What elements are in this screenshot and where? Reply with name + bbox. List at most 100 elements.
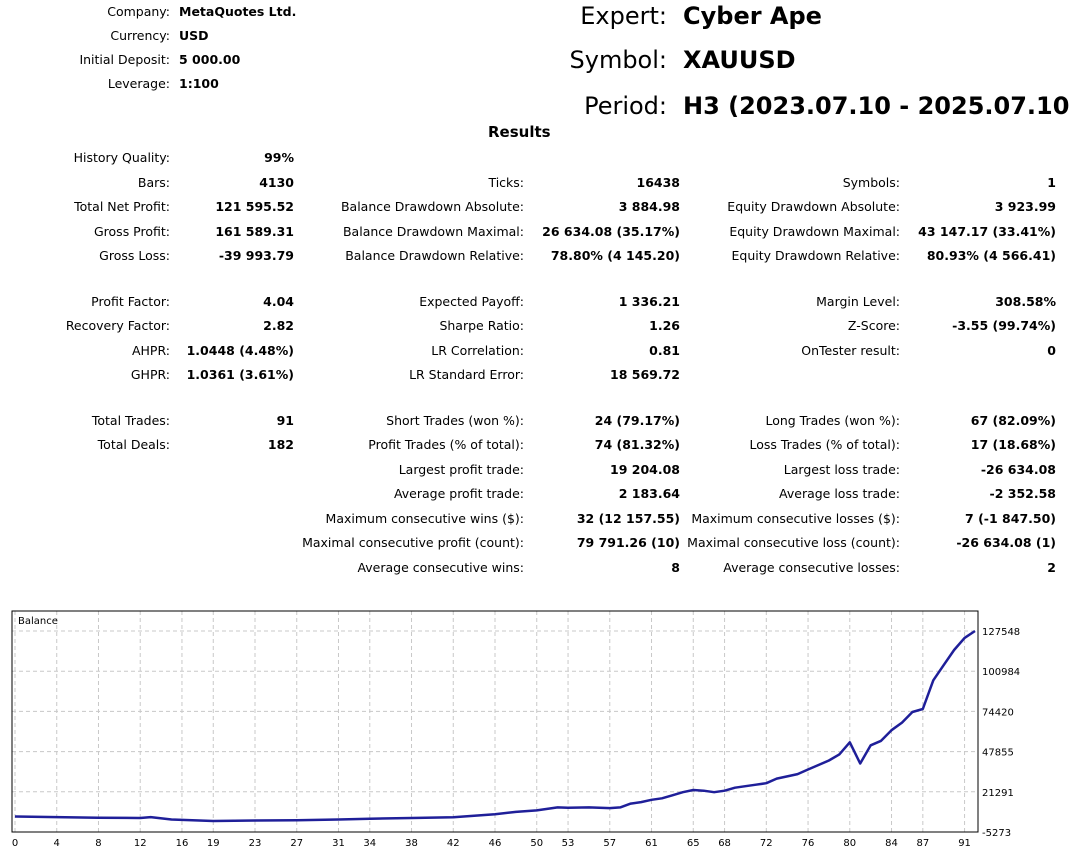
profit-factor-value: 4.04 — [263, 294, 294, 309]
leverage-label: Leverage: — [107, 76, 170, 91]
x-tick-label: 42 — [447, 838, 460, 849]
loss-trades-label: Loss Trades (% of total): — [749, 437, 900, 452]
balance-series-line — [14, 629, 976, 823]
x-tick-label: 91 — [958, 838, 971, 849]
average-consecutive-wins-value: 8 — [671, 560, 680, 575]
x-tick-label: 57 — [603, 838, 616, 849]
margin-level-value: 308.58% — [995, 294, 1056, 309]
max-consecutive-wins-value: 32 (12 157.55) — [576, 511, 680, 526]
ticks-label: Ticks: — [488, 175, 524, 190]
company-value: MetaQuotes Ltd. — [179, 4, 297, 19]
long-trades-label: Long Trades (won %): — [765, 413, 900, 428]
y-tick-label: 100984 — [982, 667, 1020, 678]
x-tick-label: 12 — [134, 838, 147, 849]
x-tick-label: 72 — [760, 838, 773, 849]
initial-deposit-label: Initial Deposit: — [79, 52, 170, 67]
y-tick-label: -5273 — [982, 828, 1011, 839]
equity-dd-maximal-value: 43 147.17 (33.41%) — [918, 224, 1056, 239]
ontester-result-label: OnTester result: — [801, 343, 900, 358]
total-deals-value: 182 — [267, 437, 294, 452]
x-tick-label: 19 — [207, 838, 220, 849]
profit-trades-label: Profit Trades (% of total): — [368, 437, 524, 452]
x-tick-label: 16 — [176, 838, 189, 849]
symbols-label: Symbols: — [842, 175, 900, 190]
company-label: Company: — [107, 4, 170, 19]
balance-dd-absolute-label: Balance Drawdown Absolute: — [340, 199, 524, 214]
chart-plot-area — [11, 610, 979, 833]
lr-correlation-value: 0.81 — [649, 343, 680, 358]
profit-trades-value: 74 (81.32%) — [594, 437, 680, 452]
x-tick-label: 68 — [718, 838, 731, 849]
gross-loss-label: Gross Loss: — [99, 248, 170, 263]
average-loss-trade-label: Average loss trade: — [779, 486, 900, 501]
leverage-value: 1:100 — [179, 76, 219, 91]
x-tick-label: 38 — [405, 838, 418, 849]
x-tick-label: 50 — [530, 838, 543, 849]
bars-label: Bars: — [137, 175, 170, 190]
x-tick-label: 84 — [885, 838, 898, 849]
balance-dd-absolute-value: 3 884.98 — [618, 199, 680, 214]
x-tick-label: 53 — [562, 838, 575, 849]
y-tick-label: 74420 — [982, 707, 1014, 718]
x-tick-label: 8 — [95, 838, 101, 849]
max-consecutive-losses-value: 7 (-1 847.50) — [965, 511, 1056, 526]
largest-profit-trade-value: 19 204.08 — [610, 462, 680, 477]
x-tick-label: 61 — [645, 838, 658, 849]
ahpr-label: AHPR: — [131, 343, 170, 358]
symbols-value: 1 — [1047, 175, 1056, 190]
balance-chart-svg: Balance 0 4 8 12 16 19 23 27 31 34 38 42 46 50 53 57 61 6… — [11, 610, 1020, 849]
max-consecutive-losses-label: Maximum consecutive losses ($): — [691, 511, 900, 526]
symbol-label: Symbol: — [569, 46, 668, 74]
initial-deposit-value: 5 000.00 — [179, 52, 241, 67]
y-tick-label: 127548 — [982, 627, 1020, 638]
total-trades-value: 91 — [276, 413, 294, 428]
period-value: H3 (2023.07.10 - 2025.07.10) — [683, 92, 1070, 120]
equity-dd-relative-value: 80.93% (4 566.41) — [926, 248, 1056, 263]
average-profit-trade-label: Average profit trade: — [393, 486, 524, 501]
short-trades-value: 24 (79.17%) — [594, 413, 680, 428]
max-consecutive-wins-label: Maximum consecutive wins ($): — [325, 511, 524, 526]
equity-dd-absolute-label: Equity Drawdown Absolute: — [727, 199, 900, 214]
expected-payoff-value: 1 336.21 — [618, 294, 680, 309]
average-consecutive-wins-label: Average consecutive wins: — [357, 560, 524, 575]
period-label: Period: — [584, 92, 667, 120]
ghpr-label: GHPR: — [130, 367, 170, 382]
balance-dd-relative-label: Balance Drawdown Relative: — [345, 248, 524, 263]
history-quality-value: 99% — [264, 150, 294, 165]
maximal-consecutive-loss-value: -26 634.08 (1) — [956, 535, 1056, 550]
maximal-consecutive-profit-value: 79 791.26 (10) — [576, 535, 680, 550]
gross-loss-value: -39 993.79 — [218, 248, 294, 263]
total-deals-label: Total Deals: — [97, 437, 170, 452]
average-consecutive-losses-value: 2 — [1047, 560, 1056, 575]
balance-dd-maximal-label: Balance Drawdown Maximal: — [342, 224, 524, 239]
x-tick-label: 87 — [916, 838, 929, 849]
lr-correlation-label: LR Correlation: — [431, 343, 524, 358]
z-score-value: -3.55 (99.74%) — [952, 318, 1056, 333]
maximal-consecutive-loss-label: Maximal consecutive loss (count): — [687, 535, 900, 550]
gross-profit-value: 161 589.31 — [215, 224, 294, 239]
x-tick-label: 31 — [332, 838, 345, 849]
recovery-factor-label: Recovery Factor: — [65, 318, 170, 333]
largest-loss-trade-value: -26 634.08 — [980, 462, 1056, 477]
total-net-profit-label: Total Net Profit: — [74, 199, 170, 214]
short-trades-label: Short Trades (won %): — [386, 413, 524, 428]
x-tick-label: 0 — [12, 838, 18, 849]
margin-level-label: Margin Level: — [816, 294, 900, 309]
ghpr-value: 1.0361 (3.61%) — [186, 367, 294, 382]
results-title: Results — [488, 123, 551, 141]
recovery-factor-value: 2.82 — [263, 318, 294, 333]
currency-label: Currency: — [110, 28, 170, 43]
x-tick-label: 46 — [489, 838, 502, 849]
equity-dd-absolute-value: 3 923.99 — [994, 199, 1056, 214]
maximal-consecutive-profit-label: Maximal consecutive profit (count): — [302, 535, 524, 550]
y-tick-label: 21291 — [982, 788, 1014, 799]
average-loss-trade-value: -2 352.58 — [989, 486, 1056, 501]
x-tick-label: 76 — [802, 838, 815, 849]
x-tick-label: 80 — [843, 838, 856, 849]
loss-trades-value: 17 (18.68%) — [970, 437, 1056, 452]
lr-standard-error-label: LR Standard Error: — [409, 367, 524, 382]
expert-value: Cyber Ape — [683, 2, 822, 30]
average-profit-trade-value: 2 183.64 — [618, 486, 680, 501]
x-tick-label: 23 — [249, 838, 262, 849]
symbol-value: XAUUSD — [683, 46, 796, 74]
